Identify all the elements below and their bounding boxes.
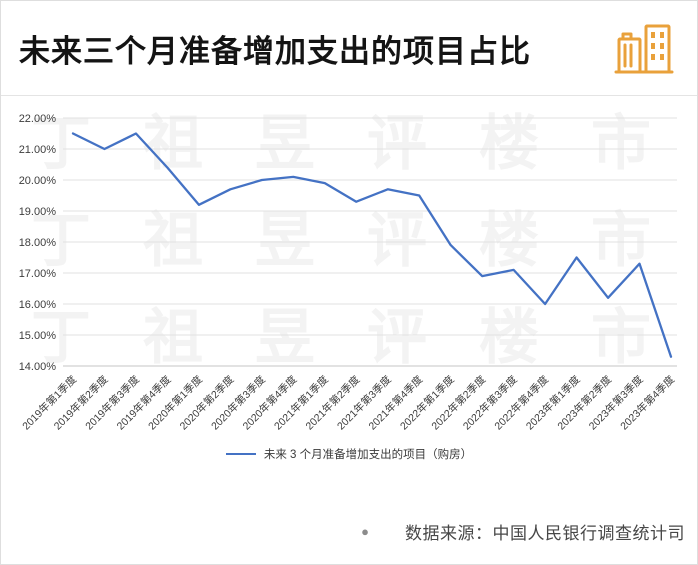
chart-legend: 未来 3 个月准备增加支出的项目（购房） xyxy=(11,445,687,463)
y-axis-tick-label: 19.00% xyxy=(19,206,57,218)
x-axis-labels-group: 2019年第1季度2019年第2季度2019年第3季度2019年第4季度2020… xyxy=(20,373,678,433)
x-axis-tick-label: 2023年第1季度 xyxy=(523,373,583,433)
x-axis-tick-label: 2020年第1季度 xyxy=(145,373,205,433)
x-axis-tick-label: 2021年第2季度 xyxy=(303,373,363,433)
x-axis-tick-label: 2022年第3季度 xyxy=(460,373,520,433)
x-axis-tick-label: 2023年第3季度 xyxy=(586,373,646,433)
x-axis-tick-label: 2023年第4季度 xyxy=(618,373,678,433)
x-axis-tick-label: 2019年第3季度 xyxy=(83,373,143,433)
x-axis-tick-label: 2021年第3季度 xyxy=(334,373,394,433)
page-title: 未来三个月准备增加支出的项目占比 xyxy=(19,33,531,69)
x-axis-tick-label: 2020年第3季度 xyxy=(208,373,268,433)
x-axis-tick-label: 2022年第2季度 xyxy=(429,373,489,433)
chart-area: 丁祖昱评楼市 丁祖昱评楼市 丁祖昱评楼市 22.00% 21.00% 20.00% 1… xyxy=(1,96,697,463)
y-axis-tick-label: 14.00% xyxy=(19,361,57,373)
x-axis-tick-label: 2020年第2季度 xyxy=(177,373,237,433)
x-axis-tick-label: 2020年第4季度 xyxy=(240,373,300,433)
line-chart: 22.00% 21.00% 20.00% 19.00% 18.00% 17.00% 16.0… xyxy=(11,100,687,455)
card-header: 未来三个月准备增加支出的项目占比 xyxy=(1,1,697,96)
line-chart-svg: 22.00% 21.00% 20.00% 19.00% 18.00% 17.00% 16.0… xyxy=(19,113,678,433)
y-axis-tick-label: 21.00% xyxy=(19,144,57,156)
x-axis-tick-label: 2022年第4季度 xyxy=(492,373,552,433)
series-line xyxy=(71,132,673,358)
x-axis-tick-label: 2019年第4季度 xyxy=(114,373,174,433)
x-axis-tick-label: 2019年第2季度 xyxy=(51,373,111,433)
x-axis-tick-label: 2021年第4季度 xyxy=(366,373,426,433)
bullet-icon: ● xyxy=(361,524,369,539)
y-axis-tick-label: 16.00% xyxy=(19,299,57,311)
data-source-text: 数据来源：中国人民银行调查统计司 xyxy=(405,524,685,543)
y-axis-tick-label: 15.00% xyxy=(19,330,57,342)
x-axis-tick-label: 2022年第1季度 xyxy=(397,373,457,433)
x-axis-tick-label: 2023年第2季度 xyxy=(555,373,615,433)
x-axis-tick-label: 2019年第1季度 xyxy=(20,373,80,433)
y-axis-tick-label: 22.00% xyxy=(19,113,57,125)
y-axis-tick-label: 18.00% xyxy=(19,237,57,249)
data-source-row: ● 数据来源：中国人民银行调查统计司 xyxy=(361,519,685,544)
gridlines-group: 22.00% 21.00% 20.00% 19.00% 18.00% 17.00% 16.0… xyxy=(19,113,677,373)
x-axis-tick-label: 2021年第1季度 xyxy=(271,373,331,433)
y-axis-tick-label: 17.00% xyxy=(19,268,57,280)
buildings-icon xyxy=(614,24,674,74)
legend-label: 未来 3 个月准备增加支出的项目（购房） xyxy=(263,449,473,461)
y-axis-tick-label: 20.00% xyxy=(19,175,57,187)
legend-line-swatch xyxy=(225,453,256,455)
